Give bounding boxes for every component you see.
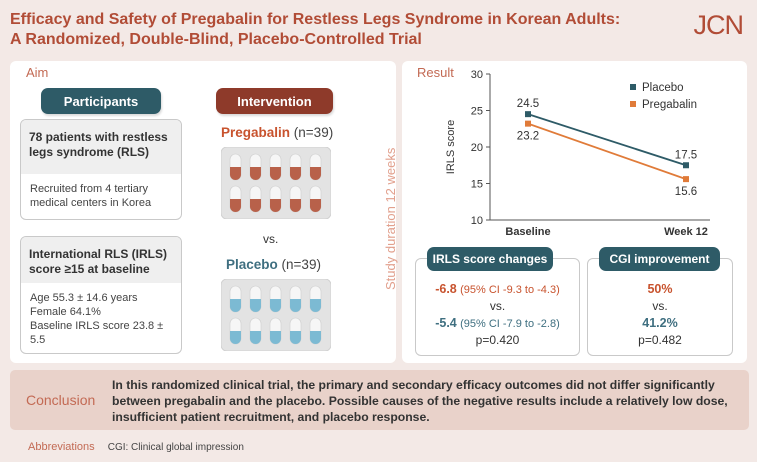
pill-capsule xyxy=(289,153,302,181)
cgi-placebo-value: 41.2% xyxy=(587,316,733,330)
pill-capsule xyxy=(249,153,262,181)
pregabalin-blister-pack xyxy=(221,147,331,219)
y-tick-label: 25 xyxy=(471,106,483,118)
legend-marker-placebo xyxy=(630,84,636,90)
irls-pregabalin-line: -6.8 (95% CI -9.3 to -4.3) xyxy=(415,282,580,296)
pill-capsule xyxy=(309,153,322,181)
intervention-vs: vs. xyxy=(263,232,279,246)
x-tick-label: Week 12 xyxy=(664,226,708,238)
series-line-pregabalin xyxy=(527,122,687,180)
pill-capsule xyxy=(269,285,282,313)
study-duration: Study duration 12 weeks xyxy=(383,147,398,290)
irls-placebo-ci: (95% CI -7.9 to -2.8) xyxy=(460,318,560,330)
pill-capsule xyxy=(269,185,282,213)
y-tick-label: 15 xyxy=(471,179,483,191)
y-axis-label: IRLS score xyxy=(445,120,457,174)
pill-capsule xyxy=(249,317,262,345)
legend-label-placebo: Placebo xyxy=(642,82,684,94)
patients-body: Recruited from 4 tertiary medical center… xyxy=(30,183,152,209)
placebo-blister-pack xyxy=(221,279,331,351)
cgi-vs: vs. xyxy=(652,299,668,313)
irls-pregabalin-value: -6.8 xyxy=(435,282,457,296)
participants-pill: Participants xyxy=(41,88,161,114)
title-line-1: Efficacy and Safety of Pregabalin for Re… xyxy=(10,11,621,28)
data-label: 24.5 xyxy=(517,98,539,110)
intervention-pill: Intervention xyxy=(216,88,333,114)
placebo-n: (n=39) xyxy=(281,257,321,272)
pill-capsule xyxy=(229,285,242,313)
legend-label-pregabalin: Pregabalin xyxy=(642,99,697,111)
irls-line-chart: 10 15 20 25 30 IRLS score Baseline Week 12 24.5 1… xyxy=(445,69,710,238)
irls-changes-box xyxy=(415,258,580,356)
conclusion-text: In this randomized clinical trial, the p… xyxy=(112,378,728,424)
x-tick-label: Baseline xyxy=(505,226,550,238)
data-point-placebo xyxy=(683,162,689,169)
pregabalin-label: Pregabalin (n=39) xyxy=(221,125,333,140)
conclusion-band xyxy=(10,370,749,430)
criteria-female: Female 64.1% xyxy=(30,306,101,318)
pill-capsule xyxy=(229,185,242,213)
title-line-2: A Randomized, Double-Blind, Placebo-Cont… xyxy=(10,31,422,48)
pill-capsule xyxy=(289,285,302,313)
irls-vs: vs. xyxy=(489,299,506,313)
patients-heading: 78 patients with restless legs syndrome … xyxy=(21,120,181,174)
irls-changes-title: IRLS score changes xyxy=(427,247,553,271)
data-point-placebo xyxy=(525,111,531,118)
aim-label: Aim xyxy=(26,65,49,80)
irls-p-value: p=0.420 xyxy=(475,333,520,347)
pill-capsule xyxy=(309,285,322,313)
criteria-body: Age 55.3 ± 14.6 years Female 64.1% Basel… xyxy=(21,283,181,353)
pill-capsule xyxy=(229,317,242,345)
pill-capsule xyxy=(229,153,242,181)
criteria-heading: International RLS (IRLS) score ≥15 at ba… xyxy=(21,237,181,283)
criteria-box: International RLS (IRLS) score ≥15 at ba… xyxy=(20,236,182,354)
page-title: Efficacy and Safety of Pregabalin for Re… xyxy=(10,10,650,50)
pill-capsule xyxy=(289,185,302,213)
conclusion-label: Conclusion xyxy=(26,392,96,408)
criteria-age: Age 55.3 ± 14.6 years xyxy=(30,292,138,304)
legend-marker-pregabalin xyxy=(630,101,636,107)
criteria-baseline: Baseline IRLS score 23.8 ± 5.5 xyxy=(30,320,164,346)
journal-logo: JCN xyxy=(693,10,744,40)
data-point-pregabalin xyxy=(683,176,689,183)
placebo-name: Placebo xyxy=(226,257,278,272)
result-label: Result xyxy=(417,65,454,80)
data-label: 15.6 xyxy=(675,186,697,198)
irls-pregabalin-ci: (95% CI -9.3 to -4.3) xyxy=(460,284,560,296)
pill-capsule xyxy=(309,317,322,345)
irls-placebo-line: -5.4 (95% CI -7.9 to -2.8) xyxy=(415,316,580,330)
y-tick-label: 10 xyxy=(471,215,483,227)
cgi-p-value: p=0.482 xyxy=(638,333,682,347)
abbreviations-label: Abbreviations xyxy=(28,441,95,453)
pregabalin-n: (n=39) xyxy=(293,125,334,140)
cgi-placebo-text: 41.2% xyxy=(642,316,678,330)
cgi-pregabalin-value: 50% xyxy=(587,282,733,296)
pregabalin-name: Pregabalin xyxy=(221,125,291,140)
abbreviations: Abbreviations CGI: Clinical global impre… xyxy=(28,441,244,453)
header: Efficacy and Safety of Pregabalin for Re… xyxy=(0,0,757,55)
y-tick-label: 30 xyxy=(471,69,483,81)
cgi-pregabalin-text: 50% xyxy=(647,282,673,296)
pill-capsule xyxy=(249,185,262,213)
data-label: 23.2 xyxy=(517,131,539,143)
irls-placebo-value: -5.4 xyxy=(435,316,457,330)
patients-box: 78 patients with restless legs syndrome … xyxy=(20,119,182,220)
pill-capsule xyxy=(249,285,262,313)
pill-capsule xyxy=(269,317,282,345)
abbreviations-text: CGI: Clinical global impression xyxy=(107,442,244,453)
data-label: 17.5 xyxy=(675,149,697,161)
placebo-label: Placebo (n=39) xyxy=(226,257,321,272)
pill-capsule xyxy=(309,185,322,213)
data-point-pregabalin xyxy=(525,120,531,127)
cgi-box xyxy=(587,258,733,356)
series-line-placebo xyxy=(527,113,687,167)
y-tick-label: 20 xyxy=(471,142,483,154)
pill-capsule xyxy=(269,153,282,181)
cgi-title: CGI improvement xyxy=(599,247,720,271)
pill-capsule xyxy=(289,317,302,345)
